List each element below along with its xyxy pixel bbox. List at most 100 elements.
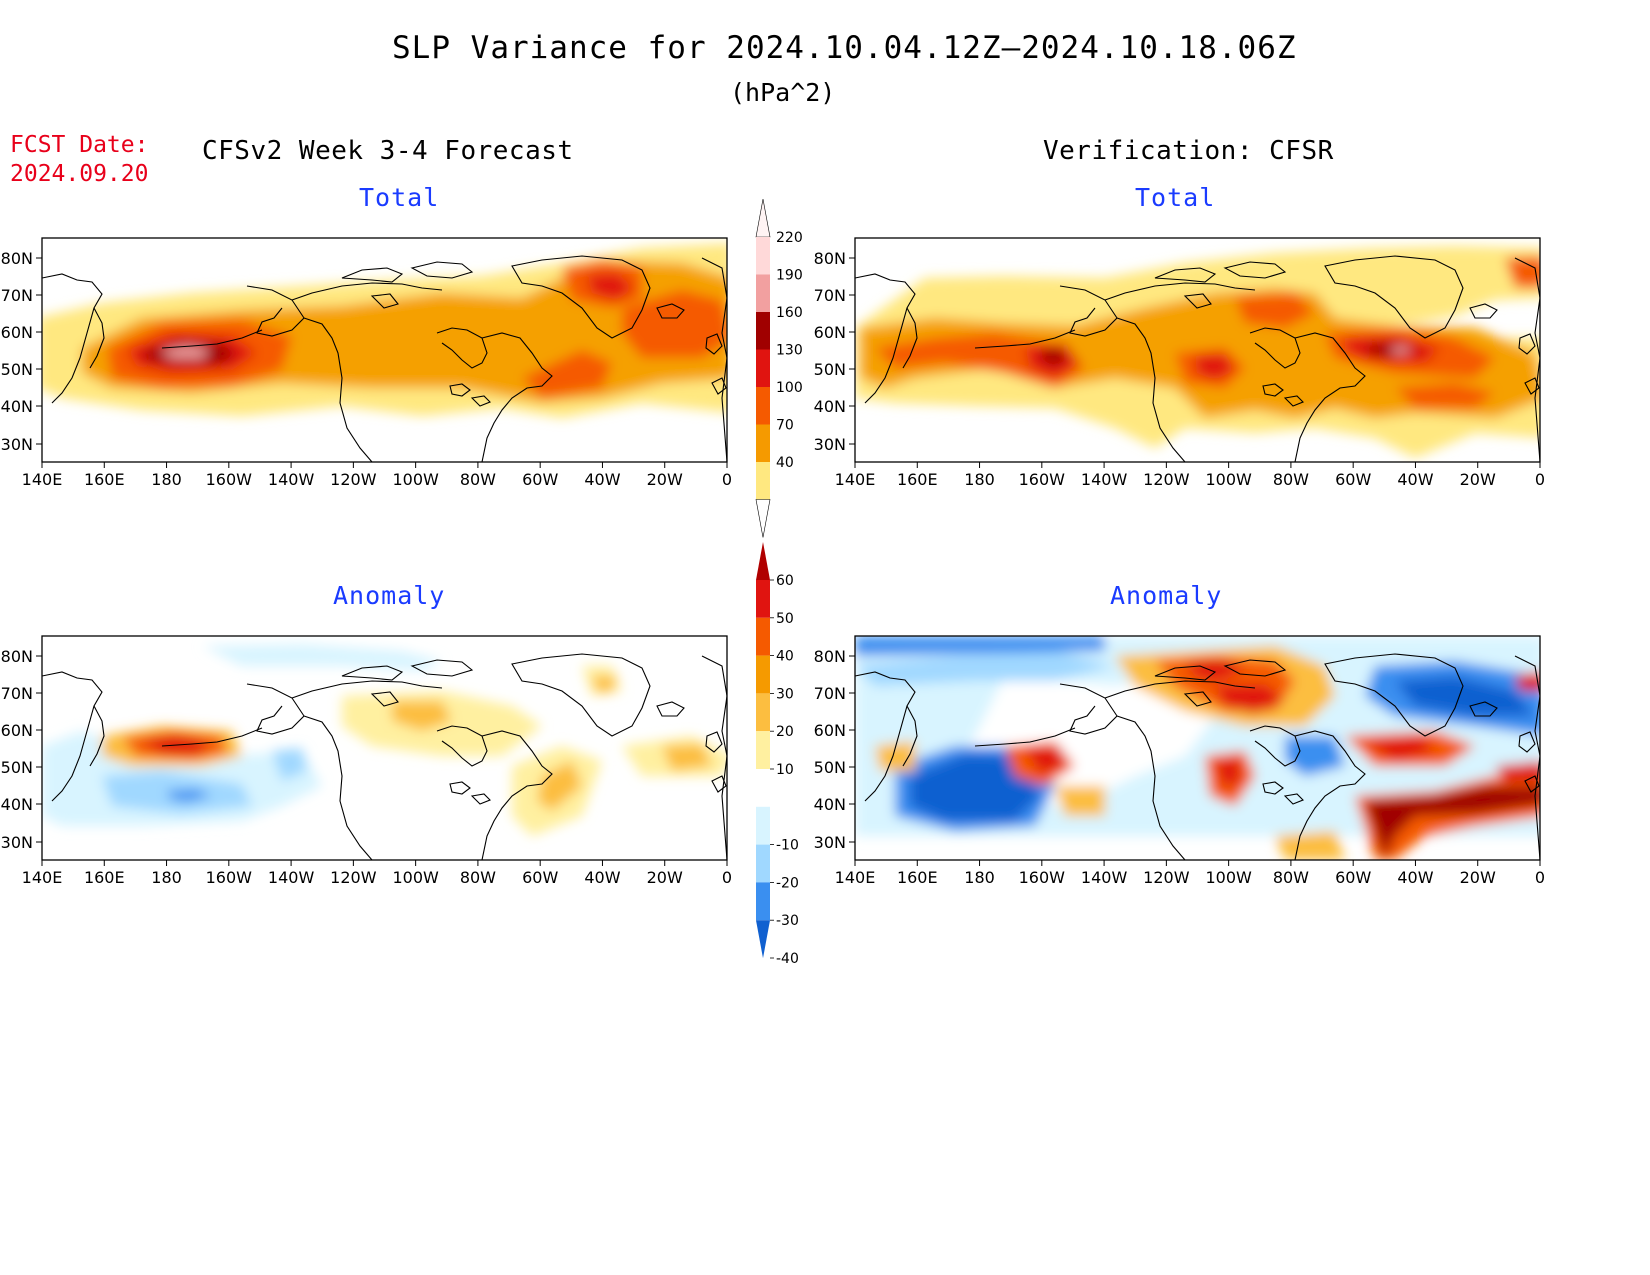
lon-tick-label: 20W	[1460, 868, 1496, 887]
lon-tick-label: 40W	[1397, 470, 1433, 489]
lat-tick-label: 30N	[1, 833, 33, 852]
lon-tick-label: 180	[964, 868, 995, 887]
lat-tick-label: 60N	[814, 721, 846, 740]
colorbar-label: 50	[776, 611, 794, 627]
colorbar-label: 190	[776, 268, 803, 284]
colorbar-segment	[756, 693, 770, 732]
lon-tick-label: 80W	[1273, 868, 1309, 887]
lon-tick-label: 0	[722, 470, 732, 489]
colorbar-label: -40	[776, 951, 799, 967]
lon-tick-label: 40W	[584, 868, 620, 887]
colorbar-label: 40	[776, 455, 794, 471]
colorbar-top-arrow	[756, 542, 770, 580]
colorbar-label: 100	[776, 380, 803, 396]
lat-tick-label: 70N	[814, 286, 846, 305]
colorbar-segment	[756, 617, 770, 656]
contour-100d	[522, 350, 612, 398]
colorbar-label: 20	[776, 724, 794, 740]
lat-tick-label: 50N	[814, 360, 846, 379]
lon-tick-label: 140E	[22, 868, 63, 887]
lat-tick-label: 70N	[814, 684, 846, 703]
lon-tick-label: 100W	[1205, 868, 1252, 887]
colorbar-segment	[756, 424, 770, 462]
fcst-date-label: FCST Date:	[10, 132, 149, 158]
lon-tick-label: 140E	[835, 868, 876, 887]
panel-title-cfsr-anomaly: Anomaly	[1110, 581, 1223, 610]
figure-title: SLP Variance for 2024.10.04.12Z—2024.10.…	[392, 30, 1297, 66]
colorbar-bottom-arrow	[756, 920, 770, 959]
panel-title-forecast-total: Total	[359, 183, 440, 212]
lat-tick-label: 80N	[814, 647, 846, 666]
lat-tick-label: 80N	[1, 647, 33, 666]
colorbar-segment	[756, 655, 770, 694]
lat-tick-label: 60N	[1, 323, 33, 342]
units-label: (hPa^2)	[730, 78, 836, 107]
lat-tick-label: 70N	[1, 684, 33, 703]
lon-tick-label: 20W	[647, 470, 683, 489]
lat-tick-label: 70N	[1, 286, 33, 305]
lon-tick-label: 60W	[522, 868, 558, 887]
colorbar-label: 30	[776, 686, 794, 702]
lon-tick-label: 80W	[1273, 470, 1309, 489]
lon-tick-label: 20W	[1460, 470, 1496, 489]
colorbar-label: 130	[776, 343, 803, 359]
lon-tick-label: 100W	[392, 470, 439, 489]
lon-tick-label: 80W	[460, 470, 496, 489]
lat-tick-label: 80N	[814, 249, 846, 268]
colorbar-label: 70	[776, 418, 794, 434]
lon-tick-label: 40W	[584, 470, 620, 489]
colorbar-label: -30	[776, 913, 799, 929]
lon-tick-label: 160E	[897, 868, 938, 887]
lon-tick-label: 120W	[330, 470, 377, 489]
lon-tick-label: 140W	[1081, 868, 1128, 887]
lat-tick-label: 60N	[814, 323, 846, 342]
contour-130b	[587, 273, 634, 300]
lat-tick-label: 50N	[1, 758, 33, 777]
contour-190	[160, 346, 210, 358]
colorbar-bottom-arrow	[755, 499, 771, 538]
lon-tick-label: 60W	[1335, 470, 1371, 489]
lon-tick-label: 160E	[84, 868, 125, 887]
lon-tick-label: 140E	[22, 470, 63, 489]
colorbar-label: 220	[776, 230, 803, 246]
colorbar-segment	[756, 580, 770, 618]
colorbar-segment	[756, 312, 770, 350]
colorbar-segment	[756, 844, 770, 883]
lon-tick-label: 160W	[206, 470, 253, 489]
lon-tick-label: 140W	[268, 470, 315, 489]
anomaly-colorbar: 60 50 40 30 20 10 -10 -20 -30 -40	[756, 542, 799, 967]
colorbar-label: 40	[776, 649, 794, 665]
lon-tick-label: 140W	[1081, 470, 1128, 489]
lat-tick-label: 50N	[814, 758, 846, 777]
contour-100c	[622, 290, 727, 358]
fcst-date-value: 2024.09.20	[10, 161, 149, 187]
lon-tick-label: 160W	[1019, 868, 1066, 887]
colorbar-segment	[756, 274, 770, 312]
panel-title-cfsr-total: Total	[1135, 183, 1216, 212]
lat-tick-label: 40N	[1, 795, 33, 814]
lon-tick-label: 80W	[460, 868, 496, 887]
lon-tick-label: 120W	[1143, 470, 1190, 489]
lon-tick-label: 0	[1535, 868, 1545, 887]
lon-tick-label: 160E	[897, 470, 938, 489]
lon-tick-label: 60W	[522, 470, 558, 489]
panel-title-forecast-anomaly: Anomaly	[333, 581, 446, 610]
lon-tick-label: 0	[722, 868, 732, 887]
colorbar-segment	[756, 731, 770, 769]
total-colorbar: 220 190 160 130 100 70 40	[755, 198, 803, 538]
lon-tick-label: 140E	[835, 470, 876, 489]
colorbar-segment	[756, 462, 770, 500]
lon-tick-label: 180	[151, 470, 182, 489]
lon-tick-label: 180	[151, 868, 182, 887]
forecast-header: CFSv2 Week 3-4 Forecast	[202, 136, 574, 166]
colorbar-segment	[756, 387, 770, 425]
lon-tick-label: 160W	[206, 868, 253, 887]
colorbar-label: -20	[776, 875, 799, 891]
colorbar-segment	[756, 769, 770, 807]
lat-tick-label: 40N	[1, 397, 33, 416]
colorbar-label: 60	[776, 573, 794, 589]
forecast-total-map	[41, 237, 728, 463]
cfsr-anomaly-map	[854, 635, 1541, 861]
colorbar-segment	[756, 882, 770, 921]
